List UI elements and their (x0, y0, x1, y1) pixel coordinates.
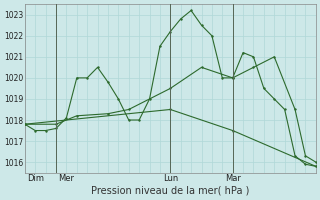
X-axis label: Pression niveau de la mer( hPa ): Pression niveau de la mer( hPa ) (91, 186, 250, 196)
